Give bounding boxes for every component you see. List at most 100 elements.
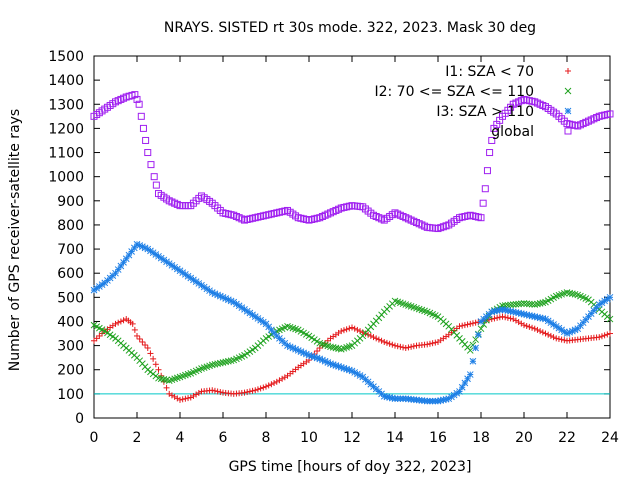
data-point <box>163 384 170 391</box>
marker-stroke <box>458 383 466 391</box>
marker-stroke <box>606 293 614 301</box>
marker-stroke <box>163 258 170 266</box>
marker-stroke <box>517 300 525 308</box>
data-point <box>152 361 159 368</box>
data-point <box>408 343 415 350</box>
marker-stroke <box>254 315 262 322</box>
data-point <box>566 289 574 297</box>
marker-stroke <box>208 361 216 369</box>
marker-stroke <box>515 309 522 317</box>
y-tick-label: 300 <box>57 339 84 355</box>
marker-stroke <box>488 136 496 144</box>
marker-stroke <box>550 321 557 328</box>
data-point <box>257 385 264 392</box>
y-tick-label: 900 <box>57 194 84 210</box>
marker-stroke <box>466 371 474 378</box>
marker-stroke <box>90 321 98 329</box>
data-point <box>558 336 565 343</box>
data-point <box>526 312 533 319</box>
data-point <box>122 255 130 263</box>
marker-stroke <box>133 240 141 248</box>
marker-stroke <box>483 167 491 175</box>
data-point <box>114 266 122 273</box>
marker-stroke <box>93 323 101 330</box>
marker-stroke <box>157 375 165 383</box>
marker-stroke <box>173 265 181 273</box>
data-point <box>112 320 119 327</box>
data-point <box>553 335 560 342</box>
x-tick-label: 0 <box>90 430 99 446</box>
marker-stroke <box>308 334 316 342</box>
marker-stroke <box>558 326 565 334</box>
marker-stroke <box>311 336 318 343</box>
data-point <box>214 360 221 368</box>
marker-stroke <box>337 363 345 371</box>
data-point <box>531 301 539 308</box>
marker-stroke <box>131 91 139 99</box>
marker-stroke <box>386 394 393 401</box>
data-point <box>139 124 147 132</box>
marker-stroke <box>117 262 125 270</box>
data-point <box>426 340 433 347</box>
marker-stroke <box>324 359 332 366</box>
y-axis-label: Number of GPS receiver-satellite rays <box>7 109 23 371</box>
y-tick-label: 500 <box>57 290 84 306</box>
data-point <box>520 300 528 307</box>
data-point <box>507 301 514 309</box>
legend-marker <box>564 107 572 115</box>
data-point <box>526 300 533 308</box>
data-point <box>499 313 506 320</box>
marker-stroke <box>171 263 178 271</box>
data-point <box>134 332 140 339</box>
marker-stroke <box>405 302 412 309</box>
data-point <box>130 244 138 252</box>
series-3 <box>90 240 614 405</box>
marker-stroke <box>214 291 221 299</box>
marker-stroke <box>520 310 528 318</box>
marker-stroke <box>539 299 547 307</box>
marker-stroke <box>155 374 162 382</box>
data-point <box>160 376 168 383</box>
marker-stroke <box>184 272 192 280</box>
marker-stroke <box>415 305 423 313</box>
data-point <box>528 300 536 308</box>
data-point <box>410 343 417 350</box>
y-tick-label: 100 <box>57 387 84 403</box>
marker-stroke <box>388 394 396 402</box>
data-point <box>367 332 374 339</box>
data-point <box>340 327 347 334</box>
marker-stroke <box>526 300 533 308</box>
marker-stroke <box>434 397 442 405</box>
data-point <box>523 300 531 308</box>
marker-stroke <box>294 347 302 354</box>
data-point <box>464 321 471 328</box>
data-point <box>606 293 614 301</box>
marker-stroke <box>509 308 517 316</box>
legend-marker <box>565 68 571 74</box>
y-tick-label: 1000 <box>48 170 84 186</box>
data-point <box>208 361 216 369</box>
marker-stroke <box>139 124 147 132</box>
data-point <box>561 337 568 344</box>
marker-stroke <box>324 342 332 350</box>
data-point <box>466 347 474 354</box>
marker-stroke <box>284 322 291 330</box>
marker-stroke <box>507 307 514 315</box>
marker-stroke <box>486 149 494 157</box>
data-point <box>351 325 358 332</box>
data-point <box>502 314 509 321</box>
data-point <box>378 337 385 344</box>
legend-label: I2: 70 <= SZA <= 110 <box>374 84 534 100</box>
data-point <box>335 345 342 352</box>
marker-stroke <box>472 344 479 352</box>
marker-stroke <box>477 325 485 333</box>
marker-stroke <box>216 292 224 300</box>
data-point <box>521 322 527 329</box>
marker-stroke <box>135 100 143 108</box>
data-point <box>504 314 511 321</box>
data-point <box>394 343 401 350</box>
data-point <box>481 185 489 193</box>
x-tick-label: 22 <box>558 430 576 446</box>
data-point <box>120 258 127 266</box>
